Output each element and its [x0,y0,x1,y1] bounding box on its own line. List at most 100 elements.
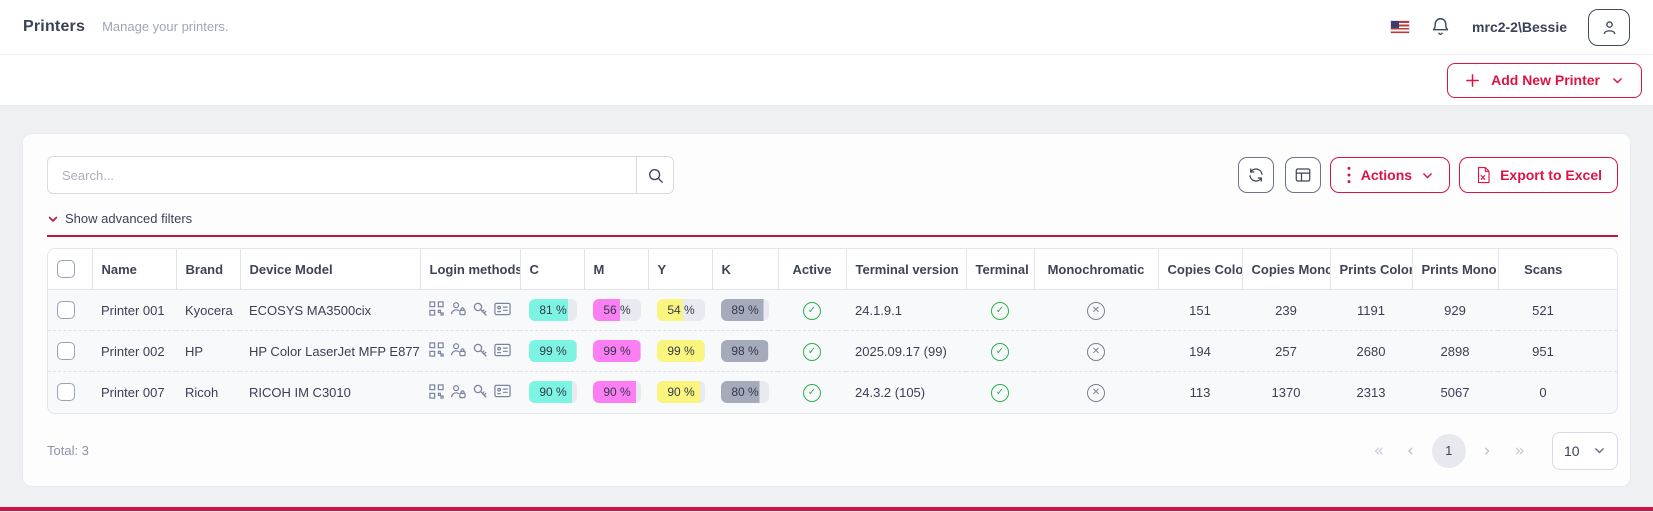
notifications-bell-icon[interactable] [1430,17,1451,38]
row-checkbox[interactable] [57,342,75,360]
search-button[interactable] [636,156,674,194]
column-header-prints_color[interactable]: Prints Color [1330,249,1412,290]
cell-terminal_version: 24.3.2 (105) [846,372,966,413]
cell-copies_color: 151 [1158,290,1242,331]
app-header: Printers Manage your printers. mrc2-2\Be… [0,0,1653,55]
cell-prints_mono: 929 [1412,290,1498,331]
columns-layout-icon [1294,166,1312,184]
pagination: « ‹ 1 › » 10 [1362,432,1618,470]
next-page-button[interactable]: › [1472,441,1503,461]
column-header-brand[interactable]: Brand [176,249,240,290]
toner-level-badge: 54 % [657,299,705,321]
column-header-y[interactable]: Y [648,249,712,290]
toner-level-badge: 81 % [529,299,577,321]
cell-monochromatic: ✕ [1034,290,1158,331]
check-circle-icon: ✓ [803,343,821,361]
show-advanced-filters-toggle[interactable]: Show advanced filters [47,211,192,226]
toner-level-badge: 89 % [721,299,769,321]
last-page-button[interactable]: » [1503,441,1536,461]
cell-scans: 0 [1498,372,1588,413]
check-circle-icon: ✓ [991,343,1009,361]
page-title: Printers [23,18,85,36]
column-header-terminal_version[interactable]: Terminal version [846,249,966,290]
search-input[interactable] [47,156,636,194]
column-header-active[interactable]: Active [778,249,846,290]
row-checkbox[interactable] [57,383,75,401]
cell-monochromatic: ✕ [1034,372,1158,413]
user-badge-icon [450,301,466,316]
cell-model: ECOSYS MA3500cix [240,290,420,331]
chevron-down-icon [1611,74,1624,87]
cell-name: Printer 007 [92,372,176,413]
cell-spacer [1588,290,1617,331]
column-header-copies_mono[interactable]: Copies Mono [1242,249,1330,290]
toner-level-badge: 99 % [593,340,641,362]
page-size-select[interactable]: 10 [1552,432,1618,470]
language-flag-icon[interactable] [1391,21,1409,33]
cell-prints_color: 1191 [1330,290,1412,331]
column-header-k[interactable]: K [712,249,778,290]
add-new-printer-label: Add New Printer [1491,72,1600,88]
chevron-down-icon [1421,169,1434,182]
bottom-accent-bar [0,507,1653,511]
previous-page-button[interactable]: ‹ [1395,441,1426,461]
login-methods [429,342,511,358]
table-row[interactable]: Printer 002HPHP Color LaserJet MFP E8774… [48,331,1617,372]
column-header-c[interactable]: C [520,249,584,290]
key-icon [472,383,488,399]
column-header-model[interactable]: Device Model [240,249,420,290]
table-row[interactable]: Printer 001KyoceraECOSYS MA3500cix 81 %5… [48,290,1617,331]
select-all-checkbox[interactable] [57,260,75,278]
row-checkbox[interactable] [57,301,75,319]
cell-active: ✓ [778,372,846,413]
table-row[interactable]: Printer 007RicohRICOH IM C3010 90 %90 %9… [48,372,1617,413]
column-header-name[interactable]: Name [92,249,176,290]
user-menu-button[interactable] [1588,9,1630,46]
column-header-prints_mono[interactable]: Prints Mono [1412,249,1498,290]
id-card-icon [494,384,511,398]
cell-m: 56 % [584,290,648,331]
column-header-monochromatic[interactable]: Monochromatic [1034,249,1158,290]
add-new-printer-button[interactable]: Add New Printer [1447,63,1642,98]
refresh-button[interactable] [1238,157,1274,193]
toner-level-badge: 90 % [657,381,705,403]
cell-active: ✓ [778,290,846,331]
cell-scans: 521 [1498,290,1588,331]
cell-k: 98 % [712,331,778,372]
printers-table: NameBrandDevice ModelLogin methodsCMYKAc… [47,248,1618,414]
qr-code-icon [429,301,444,316]
cell-spacer [1588,331,1617,372]
cell-prints_color: 2680 [1330,331,1412,372]
current-page-button[interactable]: 1 [1432,434,1466,468]
cell-c: 81 % [520,290,584,331]
cell-copies_mono: 257 [1242,331,1330,372]
columns-settings-button[interactable] [1285,157,1321,193]
column-header-scans[interactable]: Scans [1498,249,1588,290]
cell-terminal_version: 24.1.9.1 [846,290,966,331]
export-label: Export to Excel [1500,167,1602,183]
cell-login [420,372,520,413]
toner-level-badge: 80 % [721,381,769,403]
kebab-dots-icon [1346,166,1352,184]
cell-prints_mono: 2898 [1412,331,1498,372]
column-header-terminal[interactable]: Terminal [966,249,1034,290]
column-header-m[interactable]: M [584,249,648,290]
cell-name: Printer 002 [92,331,176,372]
export-to-excel-button[interactable]: Export to Excel [1459,157,1618,193]
cell-brand: Ricoh [176,372,240,413]
filters-label: Show advanced filters [65,211,192,226]
actions-button[interactable]: Actions [1330,157,1450,193]
qr-code-icon [429,384,444,399]
check-circle-icon: ✓ [991,384,1009,402]
plus-icon [1465,73,1480,88]
column-header-spacer [1588,249,1617,290]
column-header-login[interactable]: Login methods [420,249,520,290]
cell-m: 99 % [584,331,648,372]
current-user-label: mrc2-2\Bessie [1472,19,1567,35]
cell-copies_color: 113 [1158,372,1242,413]
header-actions: mrc2-2\Bessie [1391,9,1630,46]
cell-select [48,331,92,372]
cell-terminal: ✓ [966,290,1034,331]
first-page-button[interactable]: « [1362,441,1395,461]
column-header-copies_color[interactable]: Copies Color [1158,249,1242,290]
